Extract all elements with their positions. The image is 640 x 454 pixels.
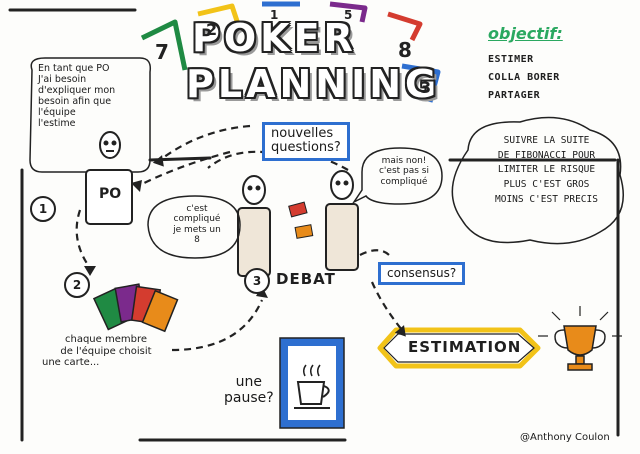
title-card-5: 5 xyxy=(344,8,353,22)
step-2-badge: 2 xyxy=(64,272,90,298)
dev-right-line: mais non! xyxy=(381,156,427,166)
title-card-3: 3 xyxy=(420,78,432,97)
title-card-1: 1 xyxy=(270,8,279,22)
pause-label: une pause? xyxy=(224,374,274,406)
title-card-8: 8 xyxy=(398,38,412,62)
po-speech-bubble xyxy=(29,57,152,184)
pause-card xyxy=(279,337,345,429)
po-bubble-line: En tant que PO xyxy=(38,63,110,74)
title-card-7: 7 xyxy=(155,40,169,64)
choose-card-line: une carte... xyxy=(42,357,100,368)
title-card-2: 2 xyxy=(206,20,218,39)
dev-left-line: c'est xyxy=(186,204,208,214)
step-3-badge: 3 xyxy=(244,268,270,294)
dev-left-line: compliqué xyxy=(173,214,221,225)
choose-card-text: chaque membre de l'équipe choisit une ca… xyxy=(36,334,176,369)
dev-left-bubble-text: c'est compliqué je mets un 8 xyxy=(160,204,234,245)
debate-label: DEBAT xyxy=(276,270,336,288)
fibonacci-line: LIMITER LE RISQUE xyxy=(497,164,596,176)
estimation-badge xyxy=(377,327,541,369)
held-card-red xyxy=(288,201,308,218)
dev-right-line: c'est pas si xyxy=(378,166,429,177)
new-questions-line: nouvelles xyxy=(271,126,334,141)
objective-item-collaborer: COLLA BORER xyxy=(488,72,560,83)
new-questions-box: nouvelles questions? xyxy=(262,122,350,161)
fibonacci-note: SUIVRE LA SUITE DE FIBONACCI POUR LIMITE… xyxy=(474,134,619,208)
po-bubble-line: l'équipe xyxy=(38,106,76,118)
objective-item-partager: PARTAGER xyxy=(488,90,541,101)
dev-figure-left xyxy=(237,175,271,277)
dev-left-line: je mets un xyxy=(173,224,221,235)
choose-card-line: de l'équipe choisit xyxy=(60,345,152,357)
consensus-box: consensus? xyxy=(378,262,466,286)
dev-right-line: compliqué xyxy=(380,176,428,187)
step-1-badge: 1 xyxy=(30,196,56,222)
pause-line: pause? xyxy=(224,390,274,407)
fibonacci-line: PLUS C'EST GROS xyxy=(503,179,590,191)
dev-left-line: 8 xyxy=(194,235,200,246)
fibonacci-line: SUIVRE LA SUITE xyxy=(503,135,590,146)
dev-right-bubble-text: mais non! c'est pas si compliqué xyxy=(368,156,440,187)
fibonacci-cloud xyxy=(451,116,624,245)
po-bubble-text: En tant que PO J'ai besoin d'expliquer m… xyxy=(38,63,148,130)
po-bubble-line: l'estime xyxy=(38,117,76,129)
title-line-1: POKER xyxy=(192,16,357,60)
pause-line: une xyxy=(235,374,263,390)
po-bubble-line: J'ai besoin xyxy=(38,73,87,85)
dev-figure-right xyxy=(325,170,359,271)
po-bubble-line: d'expliquer mon xyxy=(38,84,116,96)
po-bubble-line: besoin afin que xyxy=(38,95,112,107)
po-figure xyxy=(85,131,133,225)
estimation-label: ESTIMATION xyxy=(408,338,522,356)
dev-left-bubble xyxy=(147,195,241,259)
author-credit: @Anthony Coulon xyxy=(520,432,610,443)
po-label: PO xyxy=(99,186,122,202)
choose-card-line: chaque membre xyxy=(64,334,147,345)
fibonacci-line: MOINS C'EST PRECIS xyxy=(495,193,598,205)
dev-right-bubble xyxy=(351,147,443,205)
held-card-orange xyxy=(294,224,314,239)
title-line-2: PLANNING xyxy=(186,62,441,106)
new-questions-line: questions? xyxy=(271,140,341,156)
objective-heading: objectif: xyxy=(488,24,563,43)
fibonacci-line: DE FIBONACCI POUR xyxy=(497,149,596,161)
objective-item-estimer: ESTIMER xyxy=(488,54,534,65)
trophy-icon xyxy=(538,306,622,371)
card-fan xyxy=(92,283,179,333)
title-card-fan xyxy=(140,1,441,103)
